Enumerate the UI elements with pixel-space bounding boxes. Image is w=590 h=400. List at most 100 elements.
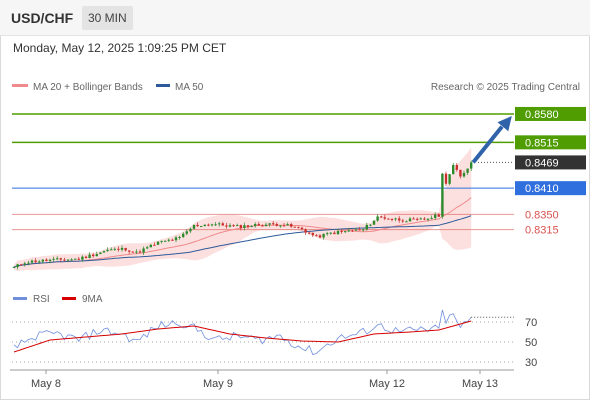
- price-legend: MA 20 + Bollinger Bands MA 50 Research ©…: [12, 82, 580, 93]
- candle-body: [336, 231, 340, 235]
- candle-body: [117, 248, 120, 250]
- timestamp: Monday, May 12, 2025 1:09:25 PM CET: [13, 41, 227, 55]
- candle-body: [308, 232, 311, 234]
- candle-body: [419, 218, 422, 220]
- candle-body: [41, 259, 44, 262]
- candle-body: [149, 244, 152, 248]
- candle-body: [164, 240, 167, 242]
- candle-body: [63, 259, 66, 261]
- candle-body: [214, 224, 217, 226]
- candle-body: [344, 231, 347, 233]
- rsi-legend: RSI 9MA: [13, 294, 103, 305]
- chart-header: USD/CHF 30 MIN: [0, 0, 590, 36]
- candle-body: [401, 220, 404, 222]
- candle-body: [207, 224, 210, 226]
- candlesticks: [12, 160, 473, 270]
- candle-body: [52, 258, 55, 260]
- x-tick-label: May 13: [462, 378, 498, 390]
- candle-body: [387, 218, 390, 220]
- candle-body: [218, 223, 221, 225]
- candle-body: [192, 224, 196, 229]
- candle-body: [185, 231, 188, 234]
- candle-body: [261, 225, 264, 227]
- candle-body: [459, 169, 462, 177]
- rsi-panel: 70 50 30: [12, 309, 537, 369]
- candle-body: [99, 252, 102, 255]
- rsi-tick-label: 50: [525, 337, 537, 349]
- candle-body: [333, 232, 336, 235]
- candle-body: [326, 233, 329, 235]
- candle-body: [340, 231, 343, 233]
- candle-body: [16, 264, 19, 268]
- candle-body: [156, 241, 160, 245]
- arrow-shaft: [471, 125, 504, 164]
- candle-body: [347, 230, 350, 232]
- candle-body: [128, 250, 131, 252]
- candle-body: [56, 258, 59, 260]
- x-tick-label: May 9: [203, 378, 233, 390]
- candle-body: [200, 226, 203, 228]
- candle-body: [59, 258, 62, 260]
- candle-body: [254, 223, 257, 226]
- candle-body: [318, 235, 322, 238]
- rsi-line: [13, 309, 472, 356]
- candle-body: [171, 239, 174, 241]
- candle-body: [243, 225, 246, 228]
- candle-body: [246, 225, 250, 227]
- candle-body: [444, 173, 448, 184]
- candle-body: [20, 264, 23, 266]
- candle-body: [297, 226, 300, 228]
- candle-body: [462, 172, 466, 177]
- candle-body: [290, 224, 293, 227]
- resistance-tag: [515, 135, 586, 150]
- candle-body: [322, 233, 325, 238]
- current-price-label: 0.8469: [525, 157, 559, 169]
- candle-body: [441, 173, 444, 217]
- candle-body: [153, 244, 156, 246]
- resistance-tag: [515, 106, 586, 121]
- ma20-line: [13, 197, 472, 268]
- candle-body: [282, 225, 286, 227]
- pivot-tag: [515, 181, 586, 196]
- rsi-ma-legend-swatch: [62, 297, 76, 300]
- candle-body: [30, 260, 34, 263]
- candle-body: [124, 247, 127, 251]
- support-label: 0.8350: [525, 209, 559, 221]
- candle-body: [380, 216, 383, 218]
- level-labels: 0.8580 0.8515 0.8469 0.8410 0.8350 0.8315: [515, 106, 586, 237]
- candle-body: [405, 221, 408, 223]
- candle-body: [437, 214, 440, 217]
- candle-body: [84, 256, 88, 259]
- current-price-tag: [515, 155, 586, 170]
- candle-body: [412, 218, 415, 220]
- candle-body: [23, 263, 26, 265]
- rsi-ma-legend-label: 9MA: [82, 294, 103, 305]
- ma50-line: [13, 215, 472, 268]
- candle-body: [275, 223, 278, 226]
- rsi-tick-label: 70: [525, 317, 537, 329]
- candle-body: [264, 224, 268, 227]
- candle-body: [390, 219, 394, 221]
- candle-body: [236, 225, 239, 227]
- candle-body: [279, 225, 282, 227]
- candle-body: [131, 251, 134, 253]
- candle-body: [135, 251, 138, 253]
- candle-body: [142, 248, 145, 253]
- candle-body: [160, 240, 163, 242]
- candle-body: [120, 247, 124, 250]
- arrow-head: [497, 115, 512, 132]
- candle-body: [272, 223, 275, 225]
- credit-text: Research © 2025 Trading Central: [431, 82, 580, 93]
- candle-body: [426, 218, 430, 220]
- rsi-legend-label: RSI: [33, 294, 50, 305]
- candle-body: [146, 247, 149, 249]
- candle-body: [48, 259, 52, 261]
- candle-body: [315, 235, 318, 237]
- ma50-legend-swatch: [156, 84, 170, 87]
- pivot-label: 0.8410: [525, 183, 559, 195]
- candle-body: [470, 162, 473, 169]
- timeframe-button[interactable]: 30 MIN: [82, 6, 133, 30]
- bollinger-band-area: [14, 147, 472, 272]
- symbol-title: USD/CHF: [11, 10, 74, 26]
